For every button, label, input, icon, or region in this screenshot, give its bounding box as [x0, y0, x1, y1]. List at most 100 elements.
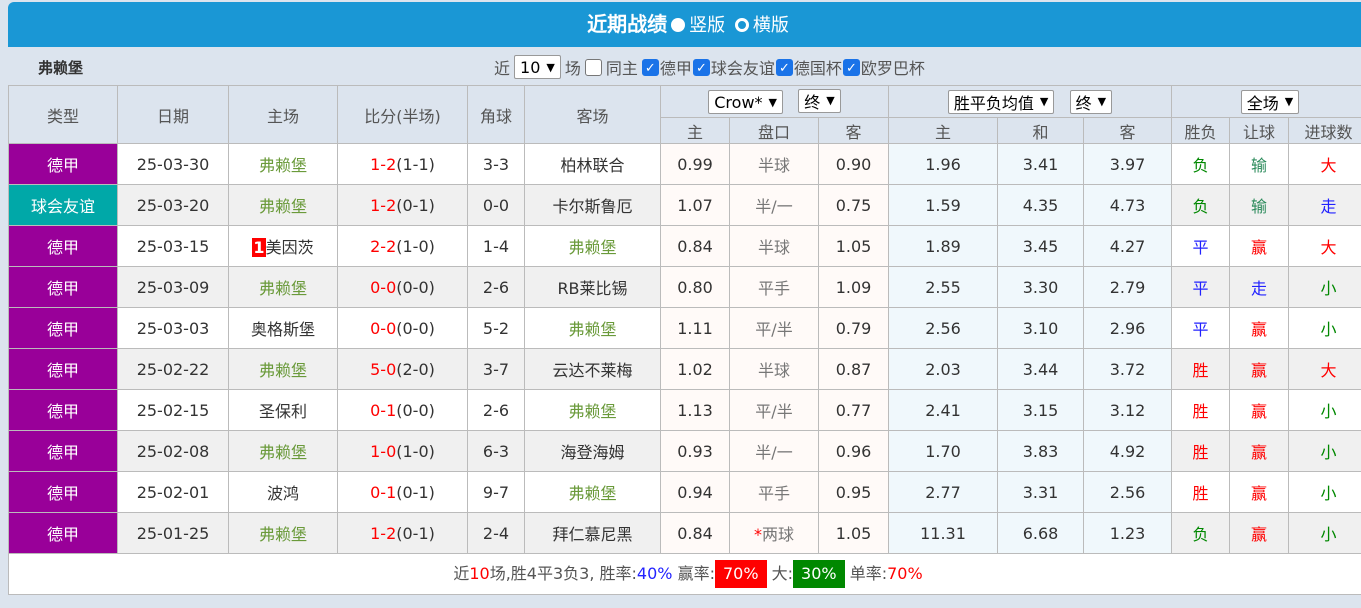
odds-final-select[interactable]: 终 ▼ — [1069, 89, 1113, 114]
home-team[interactable]: 波鸿 — [228, 471, 338, 513]
table-row[interactable]: 德甲 25-03-03 奥格斯堡 0-0(0-0) 5-2 弗赖堡 1.11 平… — [8, 307, 1361, 349]
half-time-score: (1-0) — [396, 441, 435, 461]
chevron-down-icon: ▼ — [1284, 95, 1294, 108]
handicap-away: 0.79 — [818, 307, 889, 349]
away-team[interactable]: 柏林联合 — [524, 143, 661, 185]
home-team[interactable]: 弗赖堡 — [228, 266, 338, 308]
league-checkbox[interactable]: ✓ — [692, 58, 710, 76]
score[interactable]: 1-2(0-1) — [337, 184, 468, 226]
same-home-checkbox[interactable] — [584, 58, 602, 76]
team-name: 弗赖堡 — [38, 59, 84, 77]
odds-draw: 3.15 — [997, 389, 1084, 431]
horizontal-label[interactable]: 横版 — [752, 15, 789, 36]
count-select[interactable]: 10 ▼ — [514, 55, 561, 79]
away-team[interactable]: 弗赖堡 — [524, 389, 661, 431]
home-team[interactable]: 弗赖堡 — [228, 512, 338, 554]
score[interactable]: 1-2(1-1) — [337, 143, 468, 185]
line-value: 平/半 — [755, 402, 793, 421]
table-row[interactable]: 球会友谊 25-03-20 弗赖堡 1-2(0-1) 0-0 卡尔斯鲁厄 1.0… — [8, 184, 1361, 226]
full-time-score: 2-2 — [370, 236, 397, 256]
match-date: 25-02-08 — [117, 430, 229, 472]
full-time-score: 1-2 — [370, 195, 397, 215]
vertical-label[interactable]: 竖版 — [689, 15, 726, 36]
home-team[interactable]: 弗赖堡 — [228, 143, 338, 185]
odds-away: 2.79 — [1083, 266, 1172, 308]
chevron-down-icon: ▼ — [768, 95, 777, 109]
score[interactable]: 5-0(2-0) — [337, 348, 468, 390]
table-row[interactable]: 德甲 25-02-15 圣保利 0-1(0-0) 2-6 弗赖堡 1.13 平/… — [8, 389, 1361, 431]
score[interactable]: 2-2(1-0) — [337, 225, 468, 267]
table-row[interactable]: 德甲 25-03-09 弗赖堡 0-0(0-0) 2-6 RB莱比锡 0.80 … — [8, 266, 1361, 308]
odds-draw: 6.68 — [997, 512, 1084, 554]
handicap-line: 半球 — [729, 348, 819, 390]
odds-home: 2.41 — [888, 389, 998, 431]
company-select[interactable]: Crow* ▼ — [708, 90, 783, 115]
table-row[interactable]: 德甲 25-02-08 弗赖堡 1-0(1-0) 6-3 海登海姆 0.93 半… — [8, 430, 1361, 472]
period-select[interactable]: 全场 ▼ — [1240, 89, 1300, 114]
match-type: 德甲 — [8, 348, 118, 390]
table-row[interactable]: 德甲 25-03-30 弗赖堡 1-2(1-1) 3-3 柏林联合 0.99 半… — [8, 143, 1361, 185]
home-team[interactable]: 弗赖堡 — [228, 184, 338, 226]
table-row[interactable]: 德甲 25-02-22 弗赖堡 5-0(2-0) 3-7 云达不莱梅 1.02 … — [8, 348, 1361, 390]
home-team[interactable]: 弗赖堡 — [228, 348, 338, 390]
panel-title: 近期战绩 — [587, 12, 668, 36]
away-team[interactable]: 弗赖堡 — [524, 471, 661, 513]
score[interactable]: 0-1(0-0) — [337, 389, 468, 431]
handicap-away: 0.96 — [818, 430, 889, 472]
table-row[interactable]: 德甲 25-03-15 1美因茨 2-2(1-0) 1-4 弗赖堡 0.84 半… — [8, 225, 1361, 267]
score[interactable]: 0-0(0-0) — [337, 307, 468, 349]
horizontal-radio[interactable] — [734, 18, 749, 32]
handicap-final-select[interactable]: 终 ▼ — [798, 88, 841, 113]
goals-result: 大 — [1288, 225, 1361, 267]
count-value: 10 — [520, 57, 541, 77]
away-team[interactable]: 弗赖堡 — [524, 307, 661, 349]
chevron-down-icon: ▼ — [826, 94, 835, 108]
handicap-line: 半球 — [729, 225, 819, 267]
away-team[interactable]: 云达不莱梅 — [524, 348, 661, 390]
vertical-radio[interactable] — [671, 18, 686, 32]
score[interactable]: 1-0(1-0) — [337, 430, 468, 472]
col-a: 客 — [818, 117, 889, 144]
away-team[interactable]: RB莱比锡 — [524, 266, 661, 308]
league-checkbox[interactable]: ✓ — [641, 58, 659, 76]
score[interactable]: 0-1(0-1) — [337, 471, 468, 513]
result: 胜 — [1171, 348, 1230, 390]
result: 负 — [1171, 512, 1230, 554]
col-away: 客场 — [524, 85, 661, 144]
odds-draw: 3.44 — [997, 348, 1084, 390]
odds-home: 1.59 — [888, 184, 998, 226]
result: 平 — [1171, 225, 1230, 267]
company-value: Crow* — [714, 92, 763, 112]
handicap-away: 0.95 — [818, 471, 889, 513]
score[interactable]: 0-0(0-0) — [337, 266, 468, 308]
col-score: 比分(半场) — [337, 85, 468, 144]
col-h2: 主 — [888, 117, 998, 144]
table-row[interactable]: 德甲 25-01-25 弗赖堡 1-2(0-1) 2-4 拜仁慕尼黑 0.84 … — [8, 512, 1361, 554]
home-team[interactable]: 1美因茨 — [228, 225, 338, 267]
handicap-line: *两球 — [729, 512, 819, 554]
games-label: 场 — [564, 59, 581, 78]
league-checkbox[interactable]: ✓ — [775, 58, 793, 76]
home-team[interactable]: 奥格斯堡 — [228, 307, 338, 349]
home-team[interactable]: 圣保利 — [228, 389, 338, 431]
col-date: 日期 — [117, 85, 229, 144]
league-checkbox[interactable]: ✓ — [842, 58, 860, 76]
star-mark: * — [753, 525, 762, 544]
full-time-score: 0-0 — [370, 318, 397, 338]
home-team[interactable]: 弗赖堡 — [228, 430, 338, 472]
col-home: 主场 — [228, 85, 338, 144]
away-team[interactable]: 弗赖堡 — [524, 225, 661, 267]
goals-result: 小 — [1288, 266, 1361, 308]
away-team[interactable]: 拜仁慕尼黑 — [524, 512, 661, 554]
score[interactable]: 1-2(0-1) — [337, 512, 468, 554]
final-value: 终 — [1075, 93, 1092, 113]
away-team[interactable]: 海登海姆 — [524, 430, 661, 472]
away-team[interactable]: 卡尔斯鲁厄 — [524, 184, 661, 226]
match-type: 德甲 — [8, 143, 118, 185]
match-type: 德甲 — [8, 471, 118, 513]
full-time-score: 0-1 — [370, 482, 397, 502]
odds-type-select[interactable]: 胜平负均值 ▼ — [947, 89, 1055, 114]
table-row[interactable]: 德甲 25-02-01 波鸿 0-1(0-1) 9-7 弗赖堡 0.94 平手 … — [8, 471, 1361, 513]
corners: 3-7 — [467, 348, 525, 390]
home-team-name: 圣保利 — [258, 402, 307, 421]
